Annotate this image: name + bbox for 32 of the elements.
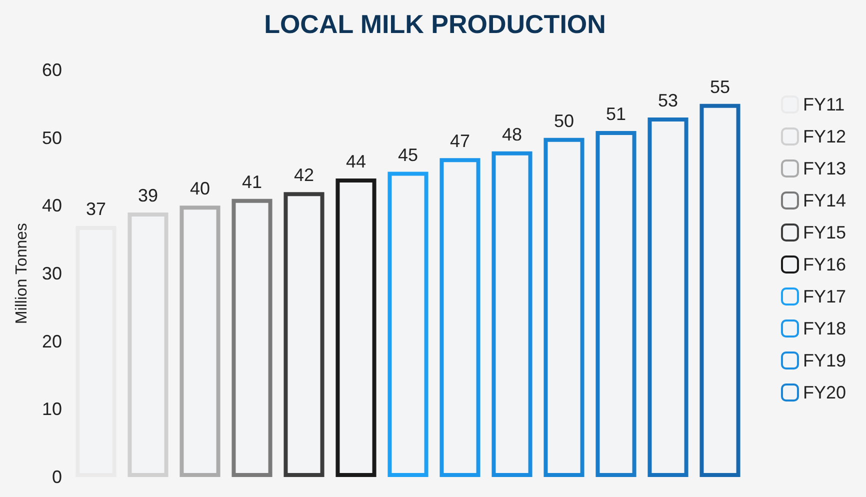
y-tick-label: 10 [42, 399, 62, 420]
y-axis-title: Million Tonnes [14, 222, 30, 324]
chart-title: LOCAL MILK PRODUCTION [264, 9, 606, 39]
data-label: 53 [658, 90, 678, 110]
legend-label: FY17 [802, 286, 846, 306]
data-label: 44 [346, 152, 366, 172]
data-label: 41 [242, 172, 262, 192]
legend-label: FY12 [802, 126, 846, 146]
legend-label: FY15 [802, 222, 846, 242]
data-label: 50 [554, 110, 574, 131]
data-label: 40 [190, 178, 210, 199]
data-label: 37 [86, 199, 106, 220]
legend-label: FY14 [802, 190, 846, 210]
data-label: 42 [294, 165, 314, 186]
y-tick-label: 60 [42, 60, 62, 80]
y-tick-label: 40 [42, 196, 62, 216]
legend-label: FY20 [802, 382, 846, 402]
legend-label: FY13 [802, 158, 846, 178]
y-tick-label: 20 [42, 331, 62, 352]
data-label: 39 [138, 185, 158, 206]
legend-label: FY18 [802, 318, 846, 338]
data-label: 51 [606, 104, 626, 124]
y-tick-label: 0 [52, 467, 62, 487]
y-tick-label: 50 [42, 128, 62, 148]
legend-label: FY16 [802, 254, 846, 274]
data-label: 47 [450, 131, 470, 152]
y-tick-label: 30 [42, 264, 62, 284]
legend-label: FY11 [802, 94, 845, 114]
data-label: 48 [502, 124, 522, 144]
data-label: 45 [398, 144, 418, 165]
legend-label: FY19 [802, 350, 846, 370]
data-label: 55 [710, 76, 730, 97]
